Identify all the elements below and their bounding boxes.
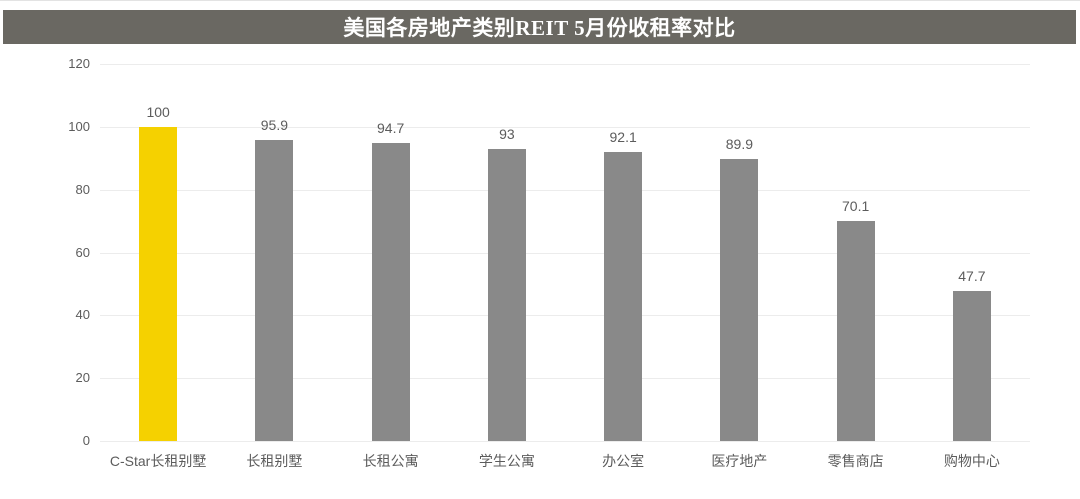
bar-2 <box>371 143 410 441</box>
y-axis-tick-label: 100 <box>68 118 90 134</box>
gridline-y-20 <box>100 378 1030 380</box>
bar-4 <box>604 151 643 441</box>
y-axis-tick-label: 0 <box>82 433 90 448</box>
bar-7 <box>952 291 991 441</box>
x-axis-category-label: 长租别墅 <box>246 453 303 469</box>
x-axis-category-label: 学生公寓 <box>478 453 535 469</box>
x-axis-category-label: 办公室 <box>602 453 645 469</box>
y-axis-tick-label: 60 <box>75 244 90 260</box>
x-axis-category-label: C-Star长租别墅 <box>109 453 207 469</box>
bar-value-label: 95.9 <box>260 116 288 133</box>
bar-value-label: 89.9 <box>725 135 753 152</box>
bar-value-label: 47.7 <box>958 268 986 285</box>
x-axis-category-label: 购物中心 <box>943 453 1000 469</box>
x-axis-category-label: 医疗地产 <box>711 453 768 469</box>
bar-3 <box>487 148 526 441</box>
gridline-y-60 <box>100 252 1030 254</box>
x-axis-category-label: 零售商店 <box>827 453 884 469</box>
gridline-y-100 <box>100 126 1030 128</box>
bar-5 <box>720 158 759 441</box>
bar-value-label: 92.1 <box>609 128 637 145</box>
y-axis-tick-label: 40 <box>75 307 90 323</box>
y-axis-tick-label: 120 <box>68 56 90 71</box>
y-axis-tick-label: 80 <box>75 181 90 197</box>
chart-title-band: 美国各房地产类别REIT 5月份收租率对比 <box>3 10 1076 44</box>
bar-value-label: 70.1 <box>842 197 870 214</box>
bar-value-label: 93 <box>499 125 515 142</box>
gridline-y-120 <box>100 64 1030 65</box>
bar-value-label: 94.7 <box>377 120 405 137</box>
x-axis-category-label: 长租公寓 <box>362 453 419 469</box>
gridline-y-40 <box>100 315 1030 317</box>
gridline-y-0 <box>100 441 1030 442</box>
bar-value-label: 100 <box>146 103 170 120</box>
y-axis-tick-label: 20 <box>75 370 90 386</box>
bar-highlight-0 <box>139 126 178 441</box>
bar-1 <box>255 139 294 441</box>
bar-6 <box>836 220 875 441</box>
chart-title: 美国各房地产类别REIT 5月份收租率对比 <box>343 16 736 40</box>
gridline-y-80 <box>100 189 1030 191</box>
